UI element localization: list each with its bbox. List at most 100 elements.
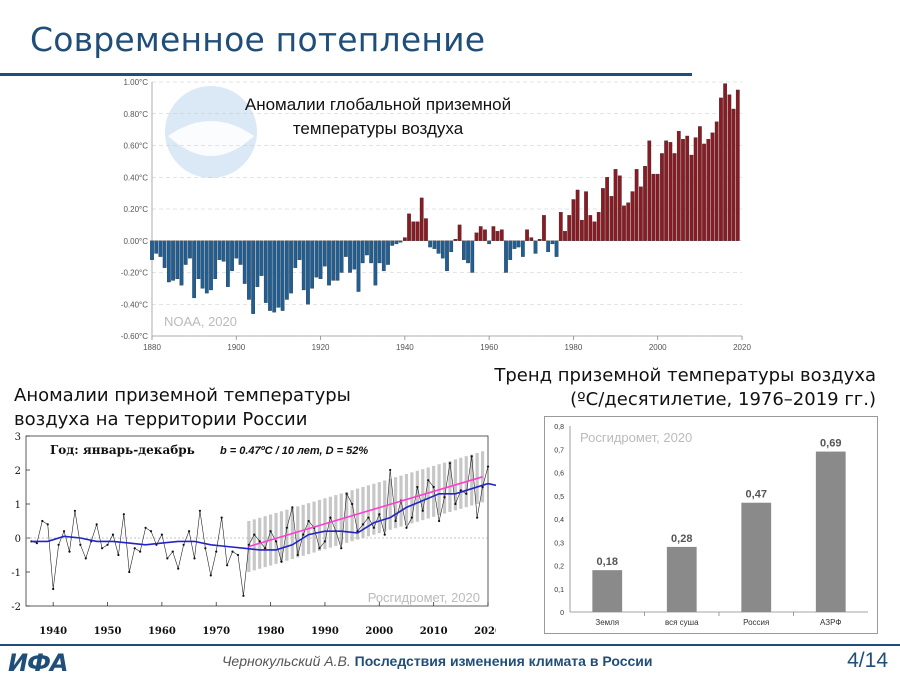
y-tick-label: -0.40°C [121, 300, 148, 309]
anomaly-bar [327, 240, 331, 286]
anomaly-bar [643, 165, 647, 241]
y-tick-label: 0,3 [554, 540, 564, 547]
anomaly-bar [436, 240, 441, 254]
anomaly-bar [424, 218, 428, 241]
russia-temperature-anomaly-chart: -2 -1 0 1 2 3 1940 1950 1960 1970 1980 1990 2000 2010… [11, 432, 496, 637]
anomaly-bar [280, 240, 285, 311]
x-tick-label: 2000 [365, 626, 393, 637]
annual-point [465, 492, 468, 495]
footer-divider [0, 644, 900, 646]
bar-value-label: 0,28 [671, 533, 692, 545]
annual-point [329, 516, 332, 519]
anomaly-bar [331, 240, 336, 281]
y-tick-label: 2 [15, 466, 21, 477]
annual-point [171, 550, 174, 553]
footer-citation: Чернокульский А.В. Последствия изменения… [222, 653, 652, 669]
category-label: Россия [743, 618, 769, 627]
annual-point [421, 509, 424, 512]
annual-point [209, 574, 212, 577]
anomaly-bar [520, 240, 525, 257]
anomaly-bar [499, 229, 504, 241]
footer-presentation-title: Последствия изменения климата в России [354, 653, 653, 669]
annual-point [291, 506, 294, 509]
category-label: вся суша [665, 618, 699, 627]
anomaly-bar [162, 240, 167, 268]
anomaly-bar [672, 153, 677, 241]
annual-point [410, 516, 414, 519]
y-tick-label: 0,1 [554, 587, 564, 594]
annual-point [57, 543, 60, 546]
annual-point [144, 526, 147, 529]
anomaly-bar [647, 140, 652, 241]
annual-point [247, 543, 250, 546]
anomaly-bar [276, 240, 281, 308]
chart-title-line-2: температуры воздуха [293, 119, 464, 138]
anomaly-bar [609, 196, 614, 241]
anomaly-bar [689, 154, 694, 241]
anomaly-bar [478, 226, 483, 241]
anomaly-bar [251, 240, 256, 314]
anomaly-bar [655, 173, 660, 241]
anomaly-bar [394, 240, 399, 245]
anomaly-bar [584, 191, 588, 241]
x-tick-label: 2020 [733, 343, 751, 352]
anomaly-bar [255, 240, 260, 287]
anomaly-bar [314, 240, 319, 278]
anomaly-bar [196, 240, 201, 279]
anomaly-bar [289, 240, 293, 294]
anomaly-bar [230, 240, 234, 272]
anomaly-bar [571, 199, 576, 241]
trend-bar [815, 451, 846, 612]
annual-point [117, 553, 120, 557]
anomaly-bar [634, 169, 639, 241]
annual-point [448, 462, 452, 465]
trend-caption: Тренд приземной температуры воздуха (ºC/… [494, 365, 876, 410]
annual-point [351, 502, 354, 506]
anomaly-bar [664, 140, 669, 241]
anomaly-bar [419, 197, 424, 241]
anomaly-bar [639, 186, 643, 241]
chart-source-label: Росгидромет, 2020 [368, 590, 480, 605]
annual-point [323, 540, 327, 543]
anomaly-bar [457, 224, 462, 241]
anomaly-bar [449, 240, 454, 253]
anomaly-bar [495, 231, 500, 241]
anomaly-bar [158, 240, 163, 257]
anomaly-bar [504, 240, 508, 273]
chart-title: Год: январь-декабрь [50, 443, 195, 457]
annual-point [269, 530, 272, 533]
annual-point [79, 543, 82, 546]
y-tick-label: 0,7 [554, 447, 564, 454]
y-tick-label: -0.60°C [121, 332, 148, 341]
y-tick-label: 0,4 [554, 517, 564, 524]
anomaly-bar [512, 240, 517, 249]
y-tick-label: 0,2 [554, 564, 564, 571]
annual-point [307, 519, 310, 523]
chart-source-label: Росгидромет, 2020 [580, 430, 692, 445]
annual-point [481, 485, 484, 489]
y-tick-label: 0.00°C [123, 237, 148, 246]
smoothed-series-line [31, 482, 496, 551]
anomaly-bar [651, 173, 656, 241]
y-tick-label: 0,6 [554, 471, 564, 478]
anomaly-bar [301, 240, 306, 291]
anomaly-bar [698, 126, 702, 241]
x-tick-label: 1980 [565, 343, 583, 352]
anomaly-bar [377, 240, 382, 264]
anomaly-bar [221, 240, 226, 262]
anomaly-bar [310, 240, 315, 289]
anomaly-bar [567, 215, 572, 241]
x-tick-label: 1990 [311, 626, 339, 637]
anomaly-bar [483, 229, 487, 241]
annual-point [177, 567, 180, 570]
chart-source-label: NOAA, 2020 [164, 314, 237, 329]
anomaly-bar [491, 226, 496, 241]
anomaly-bar [192, 240, 197, 299]
anomaly-bar [735, 89, 740, 241]
russia-anomaly-caption: Аномалии приземной температуры воздуха н… [14, 385, 351, 430]
annual-point [62, 530, 66, 533]
annual-point [226, 564, 229, 567]
anomaly-bar [706, 139, 711, 241]
anomaly-bar [529, 237, 534, 241]
annual-point [459, 489, 462, 492]
